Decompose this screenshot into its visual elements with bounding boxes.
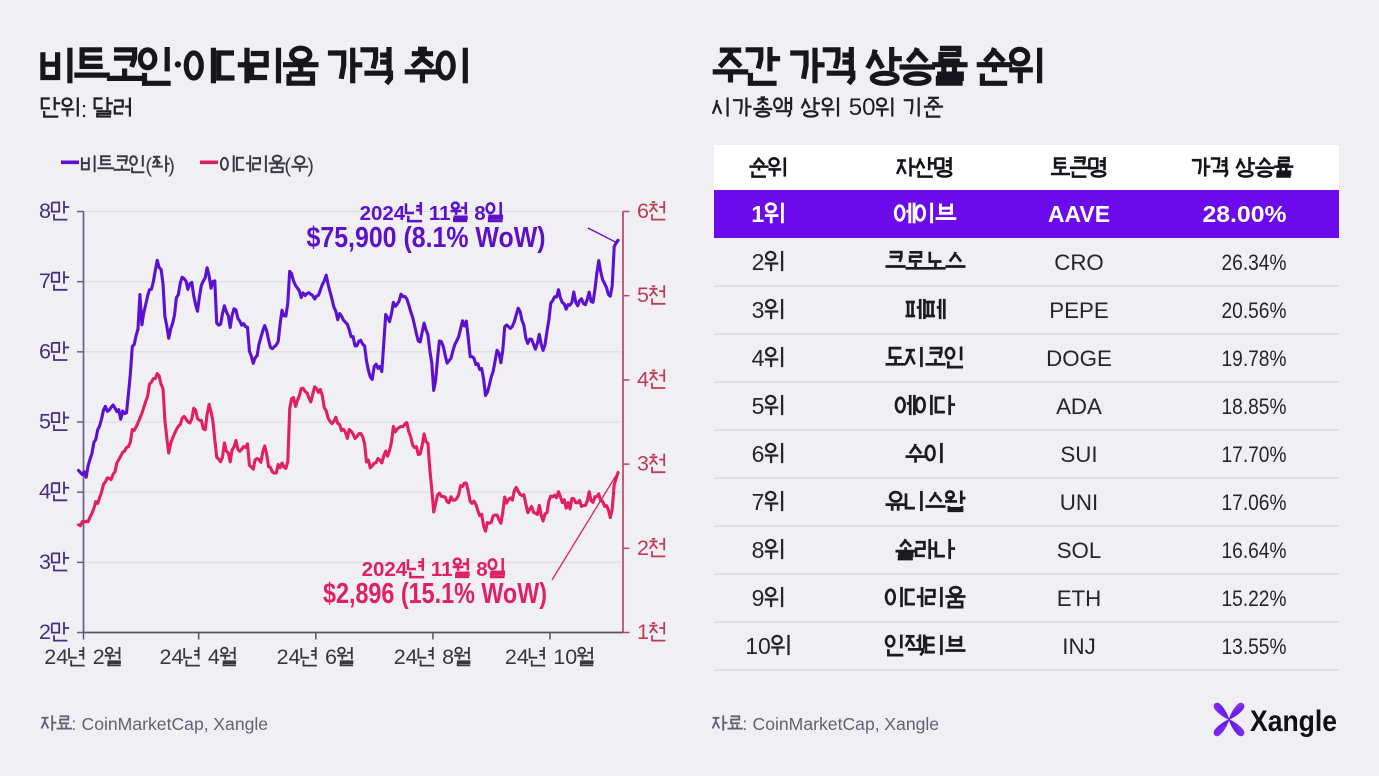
svg-text:7: 7 bbox=[752, 489, 765, 515]
svg-text:24: 24 bbox=[160, 645, 184, 669]
svg-text:CRO: CRO bbox=[1054, 250, 1104, 275]
svg-text:Xangle: Xangle bbox=[884, 714, 939, 734]
svg-text:8: 8 bbox=[442, 645, 454, 669]
svg-text:3: 3 bbox=[752, 297, 765, 323]
svg-text:CoinMarketCap,: CoinMarketCap, bbox=[82, 714, 209, 734]
svg-text:1: 1 bbox=[751, 201, 764, 227]
svg-text:DOGE: DOGE bbox=[1046, 346, 1112, 371]
svg-text:4: 4 bbox=[39, 480, 51, 504]
svg-text:): ) bbox=[168, 156, 175, 178]
svg-text:26.34%: 26.34% bbox=[1222, 250, 1287, 275]
svg-text:INJ: INJ bbox=[1062, 634, 1095, 659]
svg-text:(: ( bbox=[284, 156, 291, 178]
svg-text:16.64%: 16.64% bbox=[1222, 538, 1287, 563]
svg-text:8: 8 bbox=[476, 558, 487, 581]
svg-text:6: 6 bbox=[325, 645, 337, 669]
svg-text:3: 3 bbox=[637, 452, 649, 476]
svg-text:ADA: ADA bbox=[1056, 394, 1102, 419]
svg-text:10: 10 bbox=[553, 645, 577, 669]
svg-text:2: 2 bbox=[752, 249, 765, 275]
svg-text:8: 8 bbox=[474, 202, 485, 225]
svg-text:2: 2 bbox=[39, 620, 51, 644]
svg-text:5: 5 bbox=[752, 393, 765, 419]
svg-text:11: 11 bbox=[431, 558, 453, 581]
svg-text:50: 50 bbox=[849, 94, 876, 121]
svg-text:24: 24 bbox=[394, 645, 418, 669]
svg-text:6: 6 bbox=[39, 339, 51, 363]
svg-text:20.56%: 20.56% bbox=[1222, 298, 1287, 323]
svg-text:10: 10 bbox=[745, 633, 771, 659]
svg-text:): ) bbox=[307, 156, 314, 178]
svg-text:4: 4 bbox=[752, 345, 765, 371]
svg-text:PEPE: PEPE bbox=[1049, 298, 1109, 323]
svg-text:28.00%: 28.00% bbox=[1203, 201, 1287, 227]
svg-text:CoinMarketCap,: CoinMarketCap, bbox=[753, 714, 880, 734]
svg-text:3: 3 bbox=[39, 550, 51, 574]
svg-text:15.22%: 15.22% bbox=[1222, 586, 1287, 611]
svg-text:7: 7 bbox=[39, 269, 51, 293]
svg-text:8: 8 bbox=[39, 199, 51, 223]
svg-text:17.06%: 17.06% bbox=[1222, 490, 1287, 515]
svg-text:Xangle: Xangle bbox=[1250, 705, 1337, 738]
svg-text:SOL: SOL bbox=[1057, 538, 1102, 563]
svg-text:5: 5 bbox=[637, 283, 649, 307]
svg-text:AAVE: AAVE bbox=[1048, 201, 1110, 227]
svg-text:6: 6 bbox=[752, 441, 765, 467]
svg-text:24: 24 bbox=[505, 645, 529, 669]
svg-text:2024: 2024 bbox=[362, 558, 408, 581]
svg-text:SUI: SUI bbox=[1060, 442, 1097, 467]
svg-text:11: 11 bbox=[429, 202, 451, 225]
svg-text:UNI: UNI bbox=[1060, 490, 1098, 515]
svg-text:9: 9 bbox=[752, 585, 765, 611]
svg-text:Xangle: Xangle bbox=[213, 714, 268, 734]
svg-text:13.55%: 13.55% bbox=[1222, 634, 1287, 659]
svg-text::: : bbox=[742, 714, 747, 734]
svg-text:19.78%: 19.78% bbox=[1222, 346, 1287, 371]
svg-text::: : bbox=[71, 714, 76, 734]
svg-text:4: 4 bbox=[637, 367, 649, 391]
svg-text:6: 6 bbox=[637, 199, 649, 223]
svg-text:$75,900 (8.1% WoW): $75,900 (8.1% WoW) bbox=[307, 222, 546, 254]
svg-text:4: 4 bbox=[208, 645, 220, 669]
svg-text:18.85%: 18.85% bbox=[1222, 394, 1287, 419]
svg-text:$2,896 (15.1% WoW): $2,896 (15.1% WoW) bbox=[323, 578, 547, 610]
svg-text:2024: 2024 bbox=[360, 202, 406, 225]
svg-text:2: 2 bbox=[93, 645, 105, 669]
svg-text:24: 24 bbox=[44, 645, 68, 669]
svg-text:24: 24 bbox=[277, 645, 301, 669]
svg-text:5: 5 bbox=[39, 410, 51, 434]
svg-text:17.70%: 17.70% bbox=[1222, 442, 1287, 467]
svg-text:ETH: ETH bbox=[1057, 586, 1102, 611]
svg-text::: : bbox=[81, 97, 87, 122]
svg-text:1: 1 bbox=[637, 620, 649, 644]
svg-text:8: 8 bbox=[752, 537, 765, 563]
svg-text:(: ( bbox=[145, 156, 152, 178]
svg-text:2: 2 bbox=[637, 536, 649, 560]
